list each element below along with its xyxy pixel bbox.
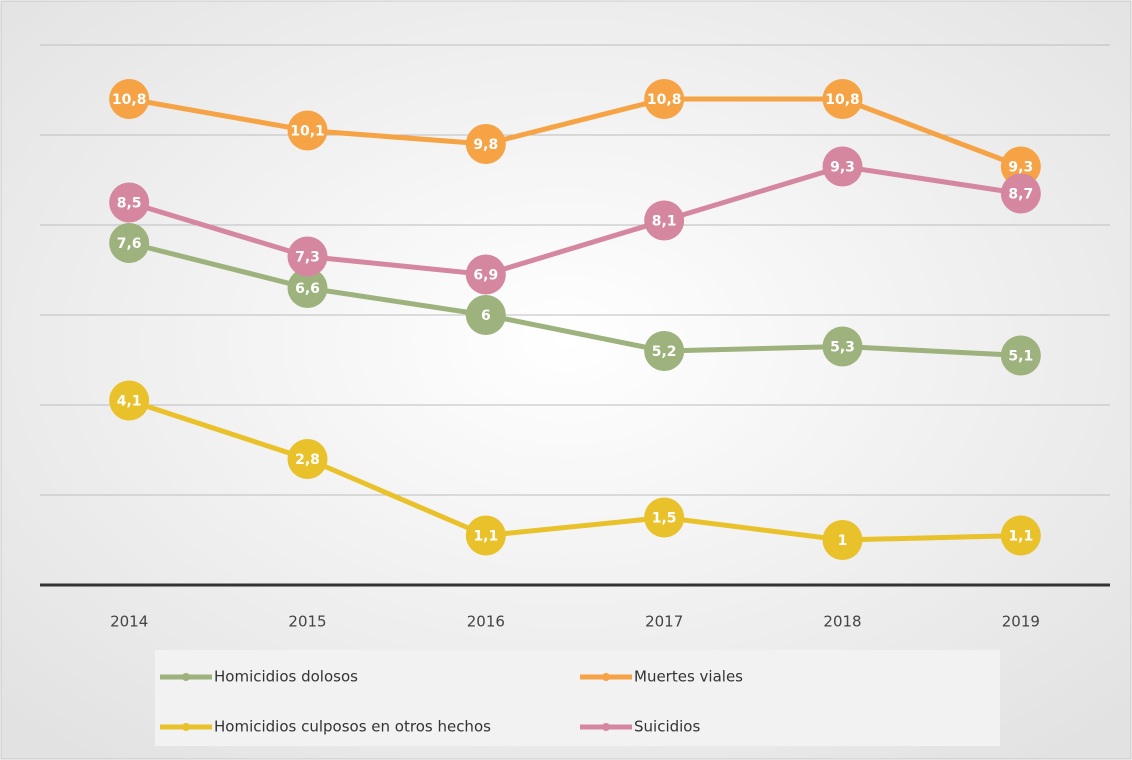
data-point	[287, 268, 328, 308]
legend-marker	[602, 673, 610, 681]
data-point	[287, 236, 328, 277]
data-label: 10,8	[112, 92, 147, 108]
legend-label: Homicidios dolosos	[214, 668, 358, 686]
data-label: 8,7	[1008, 187, 1033, 203]
legend-label: Homicidios culposos en otros hechos	[214, 718, 491, 736]
data-point	[287, 110, 328, 151]
data-point	[822, 520, 863, 560]
data-point	[465, 254, 506, 295]
data-label: 9,3	[1008, 160, 1033, 176]
data-label: 1,5	[652, 511, 677, 527]
legend-marker	[182, 673, 190, 681]
series-line	[128, 163, 1022, 278]
data-label: 5,1	[1008, 349, 1033, 365]
legend-marker	[602, 723, 610, 731]
data-label: 8,5	[117, 196, 142, 212]
data-point	[822, 146, 863, 187]
data-point	[109, 223, 150, 263]
data-label: 7,3	[295, 250, 320, 266]
x-tick-label: 2016	[467, 613, 505, 631]
series-line	[128, 398, 1021, 543]
data-label: 6	[481, 308, 491, 324]
data-point	[287, 439, 328, 479]
legend-label: Suicidios	[634, 718, 700, 736]
data-label: 9,3	[830, 160, 855, 176]
data-point	[822, 79, 863, 119]
data-point	[465, 124, 506, 164]
data-label: 6,9	[473, 268, 498, 284]
data-label: 2,8	[295, 452, 320, 468]
data-point	[644, 200, 685, 241]
data-label: 1	[838, 533, 848, 549]
x-tick-label: 2014	[110, 613, 148, 631]
x-tick-label: 2015	[288, 613, 326, 631]
data-label: 7,6	[117, 236, 142, 252]
data-label: 1,1	[1008, 529, 1033, 545]
data-label: 5,2	[652, 344, 677, 360]
data-label: 4,1	[117, 394, 142, 410]
data-label: 6,6	[295, 281, 320, 297]
x-tick-label: 2017	[645, 613, 683, 631]
legend-label: Muertes viales	[634, 668, 743, 686]
x-tick-label: 2018	[823, 613, 861, 631]
data-point	[644, 497, 685, 538]
data-label: 8,1	[652, 214, 677, 230]
data-point	[644, 79, 685, 119]
data-point	[1000, 515, 1041, 556]
legend-box	[155, 650, 1000, 746]
series-line	[128, 96, 1022, 169]
data-point	[109, 380, 150, 421]
data-point	[109, 79, 150, 119]
data-label: 10,8	[647, 92, 682, 108]
data-point	[465, 295, 506, 335]
data-point	[1000, 335, 1041, 376]
x-tick-label: 2019	[1002, 613, 1040, 631]
data-label: 10,1	[290, 124, 325, 140]
data-point	[109, 182, 150, 223]
data-label: 5,3	[830, 340, 855, 356]
data-label: 1,1	[473, 529, 498, 545]
legend-marker	[182, 723, 190, 731]
data-label: 10,8	[825, 92, 860, 108]
data-point	[822, 326, 863, 367]
data-point	[1000, 173, 1041, 214]
data-label: 9,8	[473, 137, 498, 153]
data-point	[465, 515, 506, 556]
data-point	[644, 331, 685, 371]
series-line	[128, 240, 1021, 358]
